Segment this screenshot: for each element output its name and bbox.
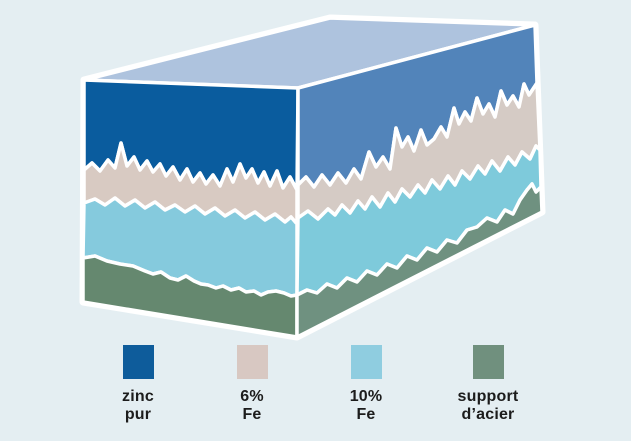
legend-label-line: pur	[88, 406, 188, 424]
legend-item-zinc-pur: zinc pur	[88, 345, 188, 424]
legend-swatch-10pct-fe	[351, 345, 382, 379]
legend-label-line: support	[438, 388, 538, 406]
legend-label-10pct-fe: 10% Fe	[316, 388, 416, 424]
legend-label-6pct-fe: 6% Fe	[202, 388, 302, 424]
legend-label-line: zinc	[88, 388, 188, 406]
legend-swatch-6pct-fe	[237, 345, 268, 379]
coating-diagram-figure: zinc pur 6% Fe 10% Fe support d’acier	[0, 0, 631, 441]
legend-swatch-steel-support	[473, 345, 504, 379]
legend-label-zinc-pur: zinc pur	[88, 388, 188, 424]
legend-label-line: d’acier	[438, 406, 538, 424]
legend-label-line: Fe	[202, 406, 302, 424]
legend-swatch-zinc-pur	[123, 345, 154, 379]
legend-label-line: 6%	[202, 388, 302, 406]
legend-item-steel-support: support d’acier	[438, 345, 538, 424]
legend-item-6pct-fe: 6% Fe	[202, 345, 302, 424]
legend-label-steel-support: support d’acier	[438, 388, 538, 424]
page: { "background_color": "#e4eef2", "figure…	[0, 0, 631, 441]
block-group	[83, 18, 542, 337]
legend-label-line: 10%	[316, 388, 416, 406]
legend-item-10pct-fe: 10% Fe	[316, 345, 416, 424]
legend-label-line: Fe	[316, 406, 416, 424]
